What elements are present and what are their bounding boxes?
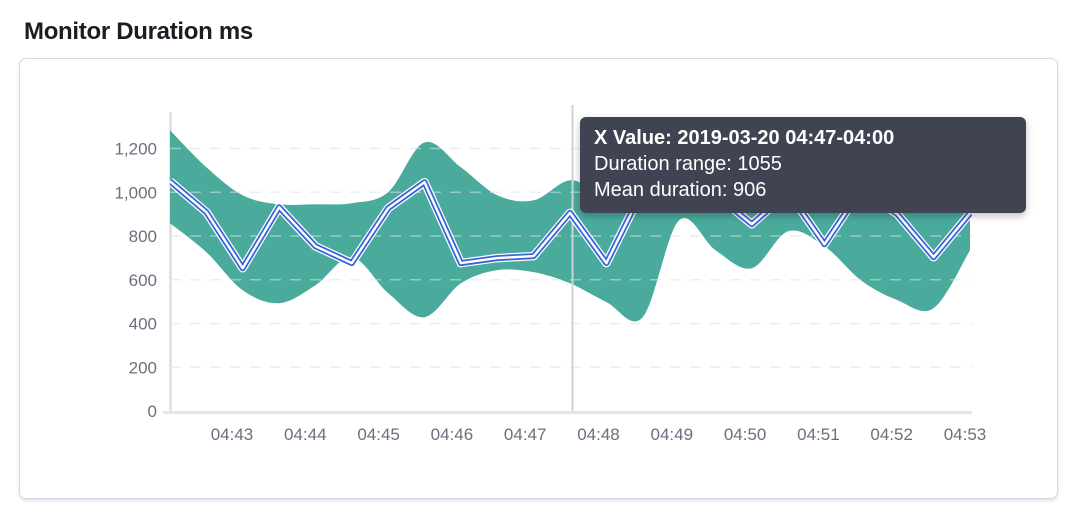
tooltip-duration-range: Duration range: 1055: [594, 153, 782, 175]
y-tick-label: 400: [129, 315, 157, 334]
x-tick-label: 04:53: [944, 425, 987, 444]
page-title: Monitor Duration ms: [24, 18, 253, 45]
x-tick-label: 04:49: [651, 425, 694, 444]
tooltip-x-value: X Value: 2019-03-20 04:47-04:00: [594, 127, 895, 149]
x-tick-label: 04:44: [284, 425, 327, 444]
y-tick-label: 800: [129, 227, 157, 246]
x-tick-label: 04:43: [211, 425, 254, 444]
x-tick-label: 04:50: [724, 425, 767, 444]
tooltip-mean-duration: Mean duration: 906: [594, 179, 767, 201]
chart-tooltip: X Value: 2019-03-20 04:47-04:00 Duration…: [580, 117, 1026, 213]
x-tick-label: 04:45: [357, 425, 400, 444]
x-tick-label: 04:51: [797, 425, 840, 444]
mean-line-core: [170, 180, 971, 270]
y-tick-label: 200: [129, 358, 157, 377]
y-tick-label: 600: [129, 271, 157, 290]
x-tick-label: 04:52: [870, 425, 913, 444]
y-tick-label: 0: [148, 402, 157, 421]
x-tick-label: 04:48: [577, 425, 620, 444]
y-tick-label: 1,200: [114, 140, 157, 159]
y-tick-label: 1,000: [114, 183, 157, 202]
x-tick-label: 04:47: [504, 425, 547, 444]
x-tick-label: 04:46: [431, 425, 474, 444]
